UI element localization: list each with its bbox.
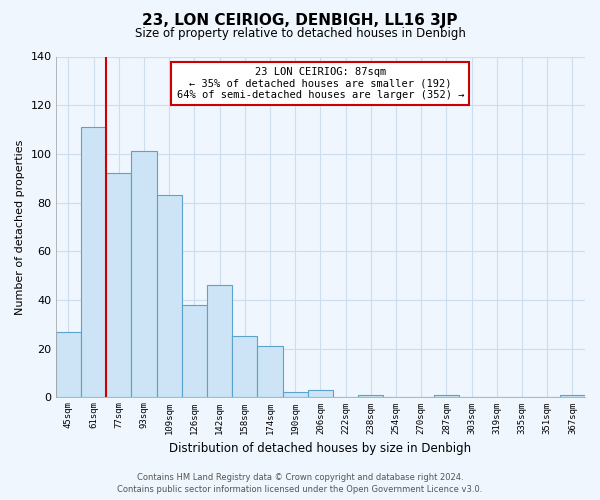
Bar [434,395,459,397]
Bar [157,195,182,397]
Text: Size of property relative to detached houses in Denbigh: Size of property relative to detached ho… [134,28,466,40]
Bar [257,346,283,397]
Text: 23 LON CEIRIOG: 87sqm
← 35% of detached houses are smaller (192)
64% of semi-det: 23 LON CEIRIOG: 87sqm ← 35% of detached … [176,66,464,100]
Bar [131,152,157,397]
Bar [308,390,333,397]
Text: 23, LON CEIRIOG, DENBIGH, LL16 3JP: 23, LON CEIRIOG, DENBIGH, LL16 3JP [142,12,458,28]
Bar [358,395,383,397]
Bar [81,127,106,397]
Text: Contains HM Land Registry data © Crown copyright and database right 2024.
Contai: Contains HM Land Registry data © Crown c… [118,472,482,494]
Bar [56,332,81,397]
Bar [232,336,257,397]
Bar [182,305,207,397]
Bar [560,395,585,397]
Bar [207,286,232,397]
Y-axis label: Number of detached properties: Number of detached properties [15,139,25,314]
X-axis label: Distribution of detached houses by size in Denbigh: Distribution of detached houses by size … [169,442,472,455]
Bar [106,174,131,397]
Bar [283,392,308,397]
